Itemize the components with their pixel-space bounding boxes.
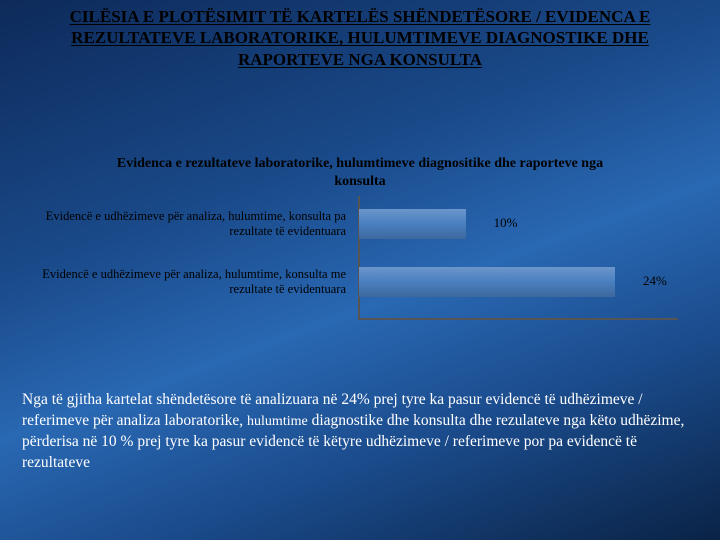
bar-row: Evidencë e udhëzimeve për analiza, hulum… [30, 261, 690, 303]
slide-title: CILËSIA E PLOTËSIMIT TË KARTELËS SHËNDET… [0, 0, 720, 70]
bar [359, 267, 615, 297]
x-axis-line [358, 318, 678, 320]
body-paragraph: Nga të gjitha kartelat shëndetësore të a… [22, 390, 698, 474]
bar-row: Evidencë e udhëzimeve për analiza, hulum… [30, 203, 690, 245]
chart-canvas: Evidencë e udhëzimeve për analiza, hulum… [30, 155, 690, 355]
bar-value: 10% [494, 215, 518, 231]
bar-label: Evidencë e udhëzimeve për analiza, hulum… [30, 261, 352, 303]
bar-label: Evidencë e udhëzimeve për analiza, hulum… [30, 203, 352, 245]
bar-chart: Evidenca e rezultateve laboratorike, hul… [30, 155, 690, 355]
bar [359, 209, 466, 239]
bar-value: 24% [643, 273, 667, 289]
